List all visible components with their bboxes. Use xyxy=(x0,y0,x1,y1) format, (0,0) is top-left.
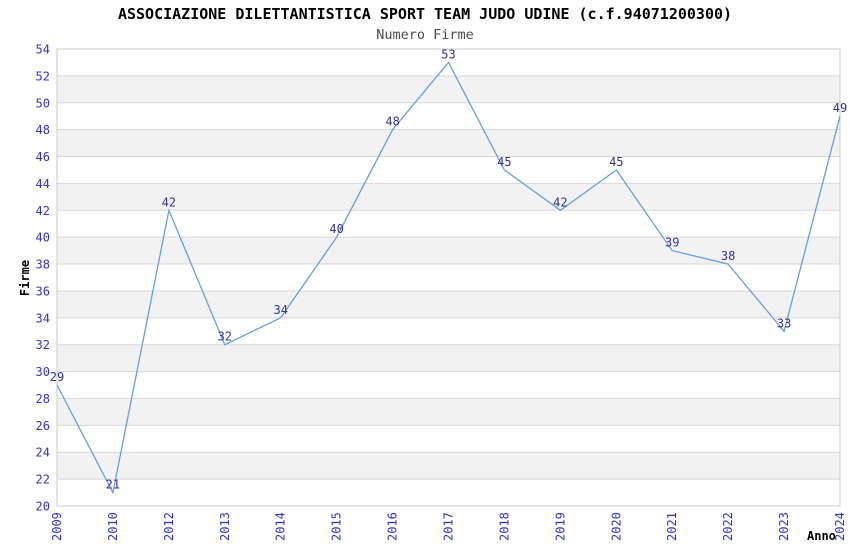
x-tick-label: 2015 xyxy=(330,512,344,541)
y-tick-label: 30 xyxy=(36,365,50,379)
y-tick-label: 42 xyxy=(36,204,50,218)
y-tick-label: 48 xyxy=(36,123,50,137)
x-tick-label: 2014 xyxy=(274,512,288,541)
x-tick-label: 2016 xyxy=(386,512,400,541)
x-tick-label: 2018 xyxy=(497,512,511,541)
data-label: 45 xyxy=(609,155,623,169)
data-label: 42 xyxy=(162,195,176,209)
y-tick-label: 52 xyxy=(36,69,50,83)
y-tick-label: 50 xyxy=(36,96,50,110)
y-tick-label: 22 xyxy=(36,473,50,487)
y-tick-label: 32 xyxy=(36,338,50,352)
band-row xyxy=(57,75,840,103)
y-tick-label: 40 xyxy=(36,231,50,245)
band-row xyxy=(57,398,840,426)
x-tick-label: 2024 xyxy=(833,512,847,541)
y-tick-label: 24 xyxy=(36,446,50,460)
band-row xyxy=(57,183,840,211)
data-label: 49 xyxy=(833,101,847,115)
chart-title: ASSOCIAZIONE DILETTANTISTICA SPORT TEAM … xyxy=(117,5,733,23)
series-line xyxy=(56,61,841,495)
x-tick-label: 2020 xyxy=(609,512,623,541)
chart-subtitle: Numero Firme xyxy=(376,27,474,43)
x-axis-title: Anno xyxy=(807,529,836,543)
data-label: 21 xyxy=(106,478,120,492)
y-tick-label: 34 xyxy=(36,311,50,325)
x-tick-label: 2012 xyxy=(162,512,176,541)
data-label: 29 xyxy=(50,370,64,384)
x-tick-label: 2022 xyxy=(721,512,735,541)
band-row xyxy=(57,129,840,157)
data-label: 53 xyxy=(441,47,455,61)
x-tick-label: 2019 xyxy=(553,512,567,541)
data-label: 33 xyxy=(777,316,791,330)
data-label: 39 xyxy=(665,236,679,250)
data-label: 32 xyxy=(218,330,232,344)
y-tick-label: 36 xyxy=(36,284,50,298)
y-axis-title: Firme xyxy=(18,260,32,296)
y-tick-label: 28 xyxy=(36,392,50,406)
band-row xyxy=(57,344,840,372)
data-label: 45 xyxy=(497,155,511,169)
data-label: 48 xyxy=(385,115,399,129)
band-row xyxy=(57,290,840,318)
y-tick-label: 26 xyxy=(36,419,50,433)
data-label: 40 xyxy=(329,222,343,236)
x-tick-label: 2009 xyxy=(50,512,64,541)
y-tick-label: 38 xyxy=(36,258,50,272)
y-tick-label: 20 xyxy=(36,500,50,514)
data-label: 34 xyxy=(273,303,287,317)
x-tick-label: 2013 xyxy=(218,512,232,541)
data-label: 42 xyxy=(553,195,567,209)
y-tick-label: 46 xyxy=(36,150,50,164)
x-tick-label: 2021 xyxy=(665,512,679,541)
plot-border xyxy=(56,48,841,507)
y-tick-label: 54 xyxy=(36,43,50,57)
data-label: 38 xyxy=(721,249,735,263)
band-row xyxy=(57,452,840,480)
y-tick-label: 44 xyxy=(36,177,50,191)
x-tick-label: 2023 xyxy=(777,512,791,541)
x-tick-label: 2010 xyxy=(106,512,120,541)
x-tick-label: 2017 xyxy=(442,512,456,541)
